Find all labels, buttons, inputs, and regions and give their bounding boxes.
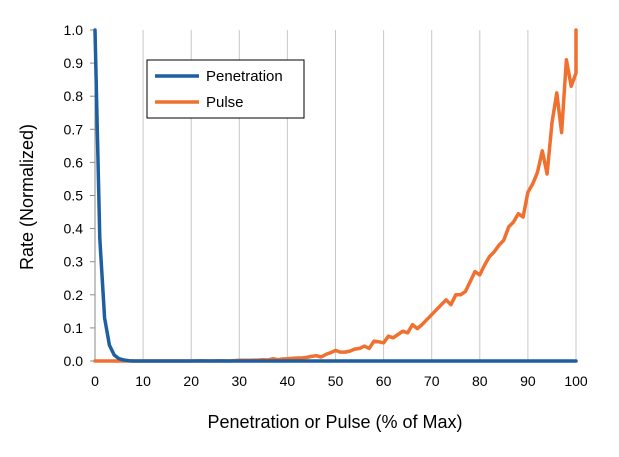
y-tick-label: 0.9 [64,55,84,71]
x-tick-label: 20 [183,373,199,389]
y-tick-label: 0.3 [64,254,84,270]
x-tick-label: 100 [564,373,588,389]
x-tick-label: 0 [91,373,99,389]
series-lines [93,28,578,363]
tick-labels: 0 10 20 30 40 50 60 70 80 90 100 0.0 0.1 0.2 0.3 0.4 0.5… [64,22,588,389]
x-tick-label: 40 [280,373,296,389]
x-tick-label: 80 [472,373,488,389]
y-axis-title: Rate (Normalized) [17,124,37,270]
y-tick-label: 0.7 [64,121,84,137]
y-tick-label: 0.4 [64,221,84,237]
x-axis-title: Penetration or Pulse (% of Max) [207,412,462,432]
x-tick-label: 10 [135,373,151,389]
y-tick-label: 0.5 [64,188,84,204]
y-tick-label: 0.1 [64,320,84,336]
series-line-penetration [93,28,578,363]
x-tick-label: 60 [376,373,392,389]
legend-box [146,59,305,119]
y-tick-label: 1.0 [64,22,84,38]
legend: Penetration Pulse [146,59,305,119]
y-tick-label: 0.6 [64,154,84,170]
y-tick-label: 0.8 [64,88,84,104]
y-tick-label: 0.0 [64,353,84,369]
x-tick-label: 90 [520,373,536,389]
x-tick-label: 70 [424,373,440,389]
legend-label-penetration: Penetration [206,68,283,85]
y-tick-label: 0.2 [64,287,84,303]
x-tick-label: 30 [232,373,248,389]
x-tick-label: 50 [328,373,344,389]
legend-label-pulse: Pulse [206,94,244,111]
